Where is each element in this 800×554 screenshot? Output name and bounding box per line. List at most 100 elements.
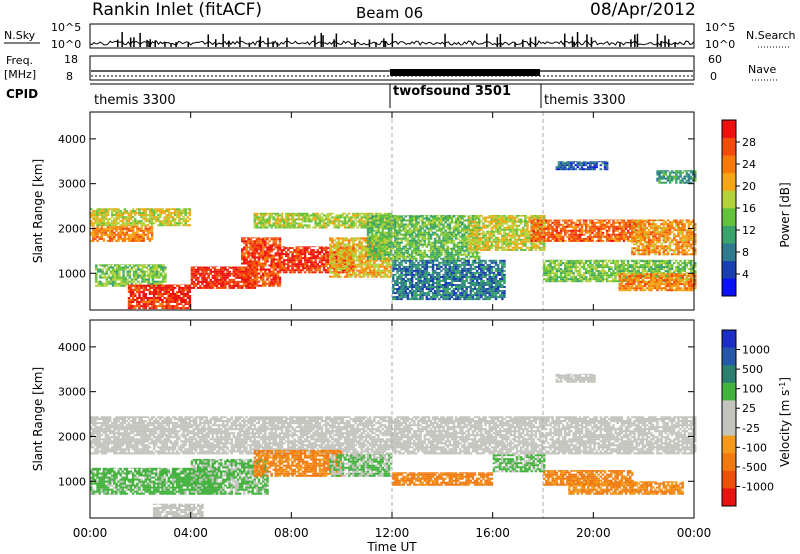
heatmap-cell bbox=[148, 229, 152, 232]
heatmap-cell bbox=[278, 278, 282, 281]
heatmap-cell bbox=[178, 288, 181, 291]
heatmap-cell bbox=[138, 235, 141, 238]
heatmap-cell bbox=[118, 266, 121, 269]
heatmap-cell bbox=[421, 257, 424, 260]
heatmap-cell bbox=[320, 261, 324, 264]
heatmap-cell bbox=[303, 255, 307, 258]
heatmap-cell bbox=[228, 270, 231, 273]
heatmap-cell bbox=[226, 280, 229, 283]
heatmap-cell bbox=[446, 245, 449, 248]
heatmap-cell bbox=[140, 284, 143, 287]
heatmap-cell bbox=[131, 220, 135, 223]
heatmap-cell bbox=[129, 284, 133, 285]
heatmap-cell bbox=[125, 222, 129, 225]
heatmap-cell bbox=[303, 253, 307, 256]
heatmap-cell bbox=[266, 238, 269, 241]
heatmap-cell bbox=[354, 267, 357, 270]
heatmap-cell bbox=[138, 227, 141, 230]
heatmap-cell bbox=[111, 227, 114, 230]
heatmap-cell bbox=[143, 266, 146, 269]
heatmap-cell bbox=[152, 222, 156, 225]
heatmap-cell bbox=[115, 220, 118, 223]
heatmap-cell bbox=[220, 274, 223, 277]
heatmap-cell bbox=[285, 271, 288, 274]
heatmap-cell bbox=[155, 301, 158, 303]
heatmap-cell bbox=[142, 214, 145, 217]
heatmap-cell bbox=[337, 218, 340, 221]
heatmap-cell bbox=[308, 216, 311, 219]
heatmap-cell bbox=[350, 275, 353, 278]
heatmap-cell bbox=[117, 214, 120, 217]
heatmap-cell bbox=[119, 227, 122, 230]
heatmap-cell bbox=[102, 237, 106, 240]
heatmap-cell bbox=[115, 224, 118, 227]
heatmap-cell bbox=[102, 239, 106, 242]
heatmap-cell bbox=[146, 237, 150, 240]
heatmap-cell bbox=[327, 224, 330, 227]
heatmap-cell bbox=[111, 233, 114, 236]
heatmap-cell bbox=[379, 273, 382, 276]
heatmap-cell bbox=[452, 290, 456, 293]
nsky-spike bbox=[335, 33, 338, 47]
heatmap-cell bbox=[127, 284, 131, 285]
heatmap-cell bbox=[423, 249, 426, 252]
heatmap-cell bbox=[155, 288, 158, 291]
heatmap-cell bbox=[427, 282, 431, 284]
heatmap-cell bbox=[379, 241, 382, 244]
heatmap-cell bbox=[440, 251, 443, 254]
heatmap-cell bbox=[127, 233, 131, 236]
heatmap-cell bbox=[137, 264, 140, 267]
heatmap-cell bbox=[104, 212, 108, 215]
heatmap-cell bbox=[348, 243, 351, 246]
heatmap-cell bbox=[131, 291, 135, 293]
heatmap-cell bbox=[123, 208, 127, 211]
heatmap-cell bbox=[199, 268, 202, 271]
heatmap-cell bbox=[144, 301, 147, 303]
heatmap-cell bbox=[113, 214, 116, 217]
heatmap-cell bbox=[410, 253, 414, 256]
heatmap-cell bbox=[134, 299, 137, 301]
heatmap-cell bbox=[108, 231, 112, 234]
heatmap-cell bbox=[226, 276, 229, 279]
heatmap-cell bbox=[90, 214, 93, 217]
heatmap-cell bbox=[180, 291, 183, 293]
heatmap-cell bbox=[301, 269, 305, 272]
heatmap-cell bbox=[341, 263, 345, 266]
heatmap-cell bbox=[127, 214, 131, 217]
heatmap-cell bbox=[119, 210, 122, 213]
heatmap-cell bbox=[184, 222, 187, 225]
heatmap-cell bbox=[100, 214, 103, 217]
heatmap-cell bbox=[169, 301, 173, 303]
heatmap-cell bbox=[167, 214, 171, 217]
heatmap-cell bbox=[425, 225, 429, 228]
heatmap-cell bbox=[152, 284, 156, 287]
heatmap-cell bbox=[291, 267, 294, 270]
heatmap-cell bbox=[429, 235, 433, 238]
heatmap-cell bbox=[120, 276, 123, 279]
heatmap-cell bbox=[123, 235, 127, 238]
heatmap-cell bbox=[400, 249, 403, 252]
heatmap-cell bbox=[167, 307, 171, 310]
heatmap-cell bbox=[192, 284, 196, 287]
heatmap-cell bbox=[182, 301, 185, 303]
heatmap-cell bbox=[148, 291, 152, 293]
heatmap-cell bbox=[404, 290, 408, 293]
heatmap-cell bbox=[333, 222, 336, 225]
heatmap-cell bbox=[130, 282, 134, 285]
heatmap-cell bbox=[318, 222, 322, 225]
heatmap-cell bbox=[182, 220, 185, 223]
heatmap-cell bbox=[101, 264, 104, 265]
heatmap-cell bbox=[118, 282, 121, 285]
heatmap-cell bbox=[142, 212, 145, 215]
heatmap-cell bbox=[205, 270, 208, 273]
heatmap-cell bbox=[431, 261, 435, 264]
heatmap-cell bbox=[241, 238, 244, 241]
heatmap-cell bbox=[232, 280, 236, 283]
heatmap-cell bbox=[138, 284, 141, 285]
heatmap-cell bbox=[150, 226, 154, 228]
heatmap-cell bbox=[159, 216, 162, 219]
heatmap-cell bbox=[153, 268, 157, 271]
heatmap-cell bbox=[262, 278, 265, 281]
heatmap-cell bbox=[134, 284, 137, 287]
heatmap-cell bbox=[116, 266, 119, 269]
